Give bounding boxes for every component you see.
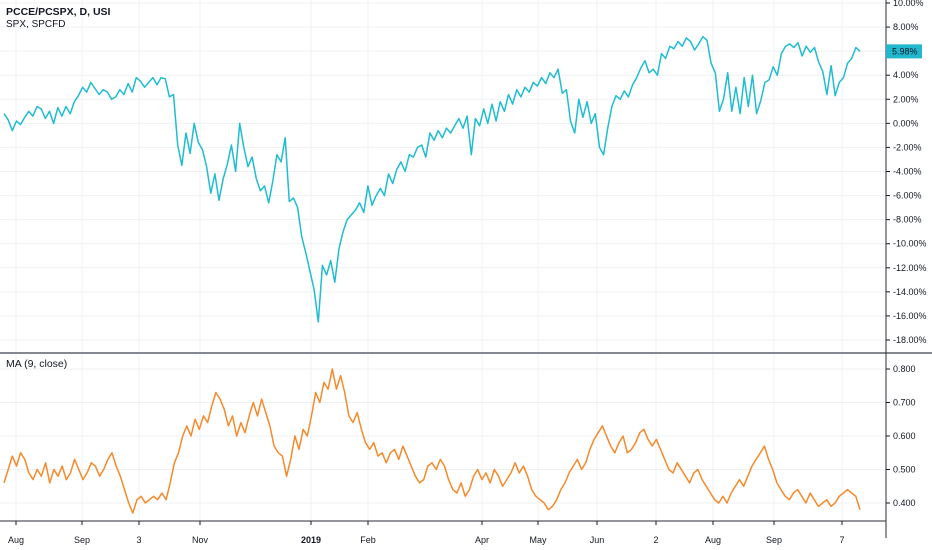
y-tick-label-top: -8.00% xyxy=(893,215,922,225)
x-tick-label: Sep xyxy=(74,535,90,545)
x-tick-label: 3 xyxy=(136,535,141,545)
symbol-subtitle[interactable]: SPX, SPCFD xyxy=(6,19,66,30)
symbol-legend[interactable]: PCCE/PCSPX, D, USI xyxy=(6,6,111,18)
moving-average-line xyxy=(3,368,861,514)
y-tick-label-top: 0.00% xyxy=(893,118,919,128)
grid-layer xyxy=(0,0,886,520)
badge-layer: 5.98% xyxy=(886,44,922,59)
x-tick-label: 2019 xyxy=(301,535,321,545)
y-tick-label-top: -18.00% xyxy=(893,335,927,345)
x-tick-label: Aug xyxy=(8,535,24,545)
last-value-badge xyxy=(886,44,922,59)
y-tick-label-top: 10.00% xyxy=(893,0,924,8)
price-ratio-line xyxy=(3,35,861,323)
y-tick-label-top: -10.00% xyxy=(893,239,927,249)
last-value-label: 5.98% xyxy=(892,46,918,56)
y-tick-label-bottom: 0.800 xyxy=(893,364,916,374)
x-tick-label: Nov xyxy=(192,535,209,545)
x-tick-label: 7 xyxy=(839,535,844,545)
y-tick-label-top: -12.00% xyxy=(893,263,927,273)
y-tick-label-top: 2.00% xyxy=(893,94,919,104)
y-tick-label-top: 4.00% xyxy=(893,70,919,80)
indicator-legend[interactable]: MA (9, close) xyxy=(6,358,68,370)
y-tick-label-top: -4.00% xyxy=(893,167,922,177)
series-layer xyxy=(3,35,861,514)
x-tick-label: Aug xyxy=(705,535,721,545)
x-tick-label: May xyxy=(529,535,547,545)
x-tick-label: Jun xyxy=(590,535,605,545)
y-tick-label-top: -6.00% xyxy=(893,191,922,201)
x-tick-label: Feb xyxy=(360,535,376,545)
x-tick-label: Apr xyxy=(475,535,489,545)
y-tick-label-top: -14.00% xyxy=(893,287,927,297)
y-tick-label-top: -16.00% xyxy=(893,311,927,321)
y-tick-label-top: 8.00% xyxy=(893,22,919,32)
x-tick-label: 2 xyxy=(653,535,658,545)
y-tick-label-bottom: 0.600 xyxy=(893,431,916,441)
y-tick-label-bottom: 0.500 xyxy=(893,465,916,475)
x-tick-label: Sep xyxy=(766,535,782,545)
y-tick-label-bottom: 0.400 xyxy=(893,498,916,508)
y-tick-label-top: -2.00% xyxy=(893,142,922,152)
y-tick-label-bottom: 0.700 xyxy=(893,398,916,408)
